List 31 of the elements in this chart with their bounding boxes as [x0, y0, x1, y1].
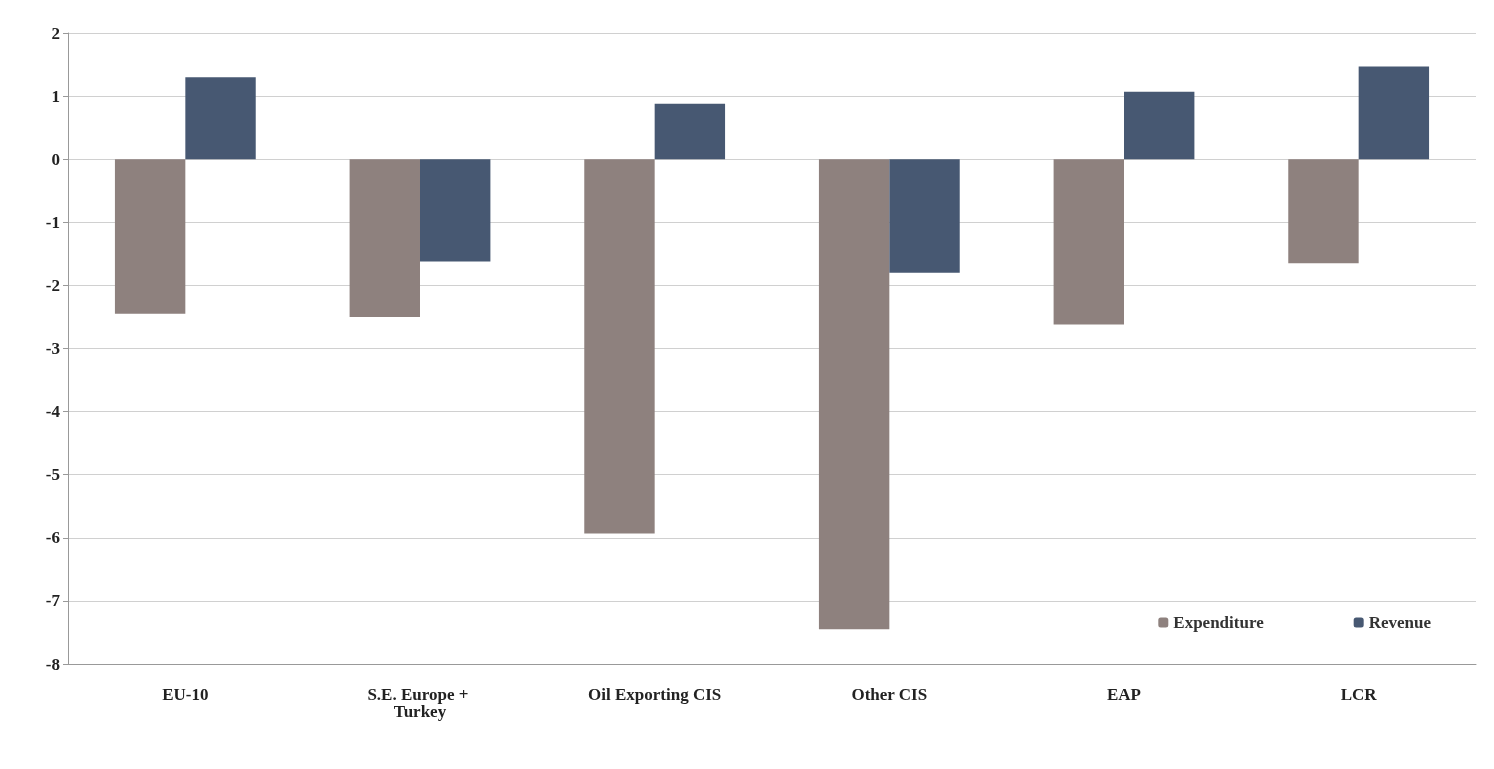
bar [349, 159, 420, 317]
y-tick-label: -6 [45, 528, 60, 548]
bar [889, 159, 960, 273]
bar [818, 159, 890, 630]
y-tick-label: -1 [45, 212, 60, 232]
bar [654, 103, 726, 160]
bar [1053, 159, 1124, 325]
y-tick-label: 1 [51, 86, 60, 106]
x-tick-label: Oil Exporting CIS [588, 685, 722, 704]
legend-label: Revenue [1368, 613, 1432, 632]
y-tick-label: 2 [51, 23, 60, 43]
bar [1124, 91, 1195, 160]
x-tick-label: EU-10 [162, 685, 209, 704]
y-tick-label: 0 [51, 149, 60, 169]
bar [1288, 159, 1359, 264]
y-tick-label: -8 [45, 654, 60, 674]
y-tick-label: -3 [45, 339, 60, 358]
y-tick-label: -4 [45, 402, 61, 422]
y-tick-label: -2 [45, 275, 60, 295]
bar [584, 159, 655, 534]
bar [420, 159, 491, 262]
x-tick-label: EAP [1107, 685, 1141, 704]
x-tick-label: LCR [1340, 685, 1378, 704]
bar [1358, 66, 1430, 160]
y-tick-label: -7 [45, 591, 61, 611]
bar [114, 159, 186, 314]
x-tick-label: Other CIS [851, 685, 928, 704]
x-tick-label: S.E. Europe + Turkey [367, 685, 473, 721]
y-tick-label: -5 [45, 465, 60, 485]
bar [185, 77, 256, 160]
legend-label: Expenditure [1173, 613, 1265, 632]
